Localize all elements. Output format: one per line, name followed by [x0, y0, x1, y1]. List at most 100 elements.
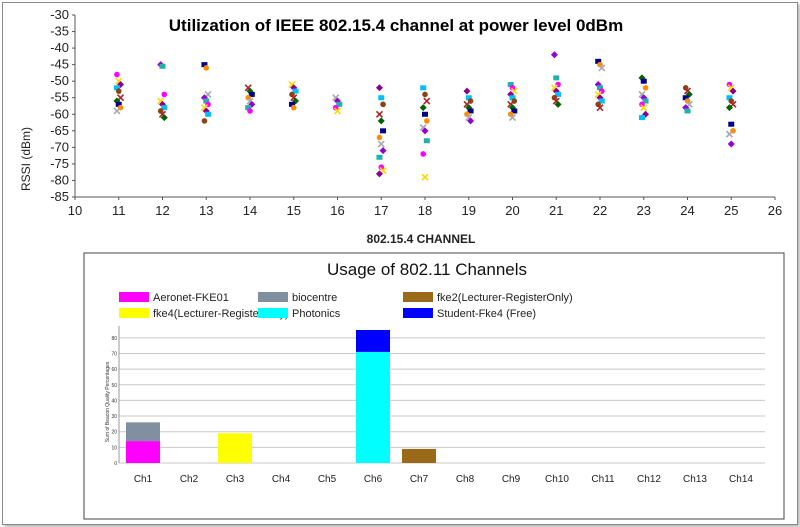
scatter-point	[467, 108, 474, 114]
scatter-point	[421, 173, 429, 181]
bar-category-label: Ch8	[456, 474, 475, 485]
bar-segment	[356, 330, 390, 352]
scatter-point	[380, 101, 386, 108]
scatter-point	[550, 51, 558, 59]
bar-legend: Aeronet-FKE01 biocentre fke2(Lecturer-Regi…	[119, 292, 573, 320]
legend-label: Student-Fke4 (Free)	[437, 308, 536, 320]
bar-segment	[402, 448, 436, 463]
scatter-point	[378, 164, 385, 171]
scatter-point	[159, 63, 166, 69]
scatter-point	[288, 101, 295, 107]
scatter-point	[336, 101, 343, 107]
bar-category-label: Ch3	[226, 474, 245, 485]
bar-category-label: Ch12	[637, 474, 661, 485]
bar-y-tick-label: 60	[111, 367, 117, 373]
bar-category-labels: Ch1 Ch2 Ch3 Ch4 Ch5 Ch6 Ch7 Ch8 Ch9 Ch10 Ch11 Ch12 C…	[134, 474, 754, 485]
legend-label: fke4(Lecturer-RegisterOnly)	[153, 308, 289, 320]
scatter-point	[728, 121, 735, 127]
scatter-point	[203, 65, 210, 71]
scatter-point	[421, 127, 429, 135]
scatter-y-tick-label: -70	[50, 139, 69, 154]
scatter-y-label: RSSI (dBm)	[19, 127, 33, 191]
scatter-point	[642, 85, 649, 91]
rssi-scatter-chart: Utilization of IEEE 802.15.4 channel at …	[19, 7, 782, 246]
scatter-point	[113, 85, 120, 91]
scatter-x-tick-label: 13	[199, 203, 213, 218]
scatter-x-tick-label: 18	[418, 203, 432, 218]
scatter-point	[725, 130, 734, 138]
scatter-point	[375, 84, 383, 92]
bar-category-label: Ch5	[318, 474, 337, 485]
scatter-point	[551, 94, 558, 101]
scatter-point	[205, 111, 212, 117]
scatter-point	[289, 91, 295, 98]
scatter-point	[467, 117, 475, 125]
scatter-point	[245, 105, 252, 111]
scatter-point	[114, 71, 120, 78]
scatter-point	[465, 95, 472, 101]
scatter-point	[420, 151, 427, 157]
scatter-y-tick-label: -35	[50, 24, 69, 39]
scatter-point	[640, 104, 648, 112]
bar-segment	[356, 351, 390, 463]
scatter-point	[201, 118, 208, 124]
scatter-point	[377, 117, 385, 125]
scatter-point	[420, 85, 427, 91]
scatter-point	[595, 101, 601, 108]
scatter-point	[509, 85, 516, 91]
bar-category-label: Ch11	[591, 474, 615, 485]
scatter-point	[682, 95, 689, 101]
legend-label: fke2(Lecturer-RegisterOnly)	[437, 292, 573, 304]
scatter-y-tick-label: -85	[50, 189, 69, 204]
bar-segment	[126, 441, 160, 463]
bar-segment	[126, 422, 160, 442]
scatter-x-tick-label: 24	[680, 203, 694, 218]
scatter-point	[684, 108, 691, 114]
scatter-point	[682, 85, 689, 91]
scatter-x-tick-label: 14	[243, 203, 257, 218]
scatter-point	[554, 100, 562, 108]
scatter-point	[161, 91, 168, 98]
scatter-point	[464, 111, 470, 118]
scatter-point	[161, 105, 168, 111]
scatter-point	[725, 104, 733, 112]
legend-label: Photonics	[292, 308, 341, 320]
wifi-usage-bar-chart: Usage of 802.11 Channels Aeronet-FKE01 bi…	[83, 252, 785, 520]
scatter-x-tick-label: 22	[593, 203, 607, 218]
scatter-x-tick-label: 20	[505, 203, 519, 218]
scatter-point	[115, 88, 122, 94]
bar-y-label: Sum of Beacon Quality Percentages	[105, 361, 111, 442]
scatter-x-tick-label: 23	[637, 203, 651, 218]
scatter-x-label: 802.15.4 CHANNEL	[367, 232, 476, 246]
scatter-axes	[72, 14, 776, 200]
scatter-point	[507, 81, 514, 87]
scatter-point	[508, 114, 517, 122]
scatter-title: Utilization of IEEE 802.15.4 channel at …	[169, 16, 623, 35]
legend-swatch	[119, 308, 149, 318]
scatter-point	[684, 98, 691, 104]
scatter-point	[203, 98, 210, 104]
scatter-point	[423, 97, 431, 105]
scatter-point	[595, 58, 602, 64]
scatter-point	[509, 95, 516, 101]
scatter-point	[376, 134, 383, 141]
scatter-point	[247, 108, 253, 114]
scatter-point	[726, 95, 733, 101]
legend-swatch	[258, 292, 288, 302]
bar-y-tick-label: 80	[111, 336, 117, 342]
scatter-point	[376, 154, 383, 160]
scatter-point	[157, 108, 164, 114]
scatter-x-tick-label: 11	[112, 203, 126, 218]
scatter-point	[598, 98, 605, 104]
scatter-point	[333, 107, 342, 115]
scatter-point	[375, 170, 383, 178]
scatter-point	[422, 111, 428, 117]
scatter-point	[375, 110, 384, 118]
scatter-y-tick-label: -30	[50, 7, 69, 22]
scatter-point	[380, 128, 387, 134]
bar-y-tick-label: 20	[111, 430, 117, 436]
legend-swatch	[119, 292, 149, 302]
scatter-point	[424, 118, 430, 124]
bar-category-label: Ch1	[134, 474, 153, 485]
scatter-point	[377, 140, 385, 148]
